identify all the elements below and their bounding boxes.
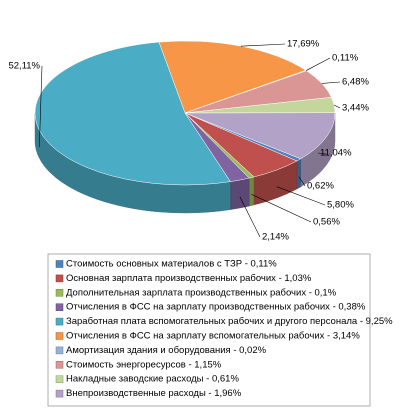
legend-label: Внепроизводственные расходы - 1,96%: [66, 388, 242, 399]
legend-swatch: [55, 289, 64, 297]
legend-swatch: [55, 303, 64, 311]
leader-line: [306, 57, 331, 71]
leader-line: [239, 196, 261, 238]
legend-label: Стоимость энергоресурсов - 1,15%: [66, 359, 222, 370]
legend-swatch: [55, 260, 64, 268]
legend-swatch: [55, 361, 64, 369]
data-label: 0,62%: [307, 181, 334, 192]
data-label: 11,04%: [320, 148, 352, 159]
data-label: 5,80%: [327, 200, 354, 211]
legend-label: Основная зарплата производственных рабоч…: [66, 273, 312, 284]
legend-swatch: [55, 332, 64, 340]
legend-box: [47, 253, 371, 407]
legend-swatch: [55, 375, 64, 383]
slice: [34, 41, 231, 186]
legend-swatch: [55, 346, 64, 355]
slice-side: [296, 158, 301, 190]
slice: [158, 40, 307, 114]
slice: [184, 112, 336, 160]
data-label: 3,44%: [342, 103, 369, 114]
leader-line: [240, 43, 286, 47]
slice-side: [230, 177, 250, 210]
legend-label: Заработная плата вспомогательных рабочих…: [66, 316, 393, 327]
legend-label: Амортизация здания и оборудования - 0,02…: [66, 345, 267, 356]
leader-line: [333, 104, 341, 109]
data-label: 6,48%: [342, 77, 369, 88]
legend-swatch: [55, 317, 64, 326]
legend-label: Отчисления в ФСС на зарплату вспомогател…: [66, 331, 360, 342]
leader-line: [298, 176, 306, 187]
legend-swatch: [55, 389, 64, 398]
data-label: 2,14%: [262, 232, 289, 243]
leader-line: [251, 194, 312, 223]
legend-label: Накладные заводские расходы - 0,61%: [66, 374, 239, 385]
leader-line: [317, 152, 327, 155]
slice-side: [248, 176, 255, 207]
leader-line: [321, 81, 341, 84]
legend-swatch: [55, 274, 64, 283]
leader-line: [276, 186, 326, 206]
data-label: 0,11%: [332, 53, 359, 64]
data-label: 17,69%: [287, 39, 320, 50]
legend-label: Отчисления в ФСС на зарплату производств…: [66, 302, 366, 313]
leader-line: [39, 65, 43, 147]
data-label: 52,11%: [8, 61, 40, 72]
data-label: 0,56%: [313, 217, 340, 228]
legend-label: Стоимость основных материалов с ТЗР - 0,…: [66, 259, 277, 270]
legend-label: Дополнительная зарплата производственных…: [66, 287, 337, 298]
